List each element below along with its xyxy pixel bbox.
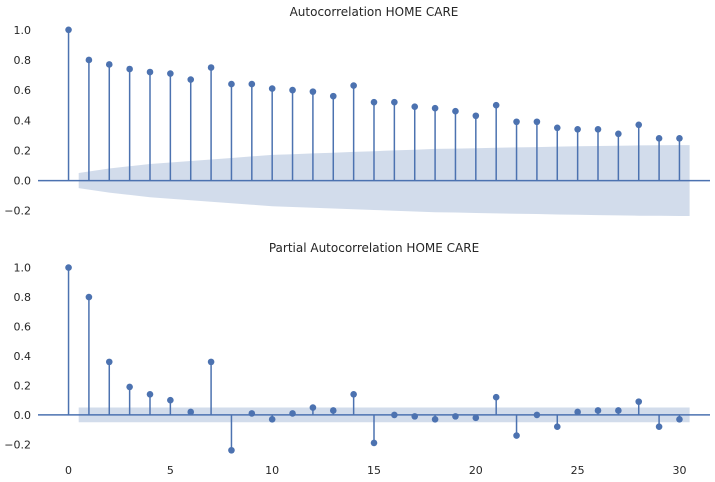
y-tick-label: 0.4 <box>14 350 32 363</box>
y-tick-label: 0.6 <box>14 321 32 334</box>
x-tick-label: 15 <box>367 464 381 477</box>
point-lag-11 <box>289 410 296 417</box>
acf-stems <box>65 26 683 181</box>
point-lag-21 <box>492 393 500 401</box>
point-lag-25 <box>574 126 581 133</box>
point-lag-24 <box>553 423 561 430</box>
point-lag-6 <box>187 76 195 83</box>
point-lag-6 <box>187 408 195 416</box>
point-lag-5 <box>167 396 174 404</box>
point-lag-7 <box>207 358 215 366</box>
point-lag-2 <box>105 61 113 68</box>
point-lag-24 <box>553 124 561 132</box>
point-lag-22 <box>513 118 520 126</box>
y-tick-label: 0.2 <box>14 144 32 157</box>
point-lag-8 <box>228 446 235 454</box>
point-lag-29 <box>655 135 663 142</box>
y-tick-label: 1.0 <box>14 24 32 37</box>
point-lag-23 <box>533 411 541 419</box>
point-lag-4 <box>146 68 154 76</box>
point-lag-20 <box>472 414 480 422</box>
point-lag-23 <box>533 118 541 126</box>
point-lag-15 <box>370 98 378 106</box>
pacf-x-tick-labels: 0 5 10 15 20 25 30 <box>65 464 686 477</box>
y-tick-label: −0.2 <box>4 438 31 451</box>
point-lag-18 <box>431 104 439 112</box>
point-lag-10 <box>268 416 276 423</box>
point-lag-9 <box>248 80 256 88</box>
point-lag-3 <box>126 383 133 391</box>
point-lag-14 <box>350 390 357 398</box>
point-lag-29 <box>655 423 663 430</box>
x-tick-label: 20 <box>469 464 483 477</box>
y-tick-label: 0.0 <box>14 175 32 188</box>
y-tick-label: −0.2 <box>4 205 31 218</box>
point-lag-3 <box>126 65 133 73</box>
point-lag-19 <box>452 413 459 420</box>
point-lag-27 <box>615 130 622 138</box>
y-tick-label: 0.6 <box>14 84 32 97</box>
point-lag-16 <box>391 411 398 419</box>
point-lag-15 <box>370 439 378 447</box>
point-lag-11 <box>289 86 296 94</box>
point-lag-16 <box>391 98 398 106</box>
point-lag-12 <box>309 404 317 411</box>
pacf-panel: Partial Autocorrelation HOME CARE 1.0 0.8… <box>4 241 710 477</box>
x-tick-label: 10 <box>265 464 279 477</box>
point-lag-22 <box>513 432 520 439</box>
point-lag-10 <box>268 85 276 92</box>
acf-title: Autocorrelation HOME CARE <box>290 5 459 19</box>
point-lag-1 <box>85 56 93 64</box>
x-tick-label: 30 <box>672 464 686 477</box>
x-tick-label: 25 <box>571 464 585 477</box>
point-lag-28 <box>635 121 643 129</box>
point-lag-19 <box>452 107 459 115</box>
point-lag-12 <box>309 88 317 95</box>
point-lag-9 <box>248 410 256 417</box>
point-lag-17 <box>411 103 419 110</box>
y-tick-label: 0.4 <box>14 114 32 127</box>
acf-y-tick-labels: 1.0 0.8 0.6 0.4 0.2 0.0 −0.2 <box>4 24 31 218</box>
point-lag-28 <box>635 398 643 405</box>
y-tick-label: 0.0 <box>14 409 32 422</box>
acf-panel: Autocorrelation HOME CARE 1.0 0.8 0.6 0.4 0.… <box>4 5 710 218</box>
pacf-title: Partial Autocorrelation HOME CARE <box>269 241 479 255</box>
point-lag-26 <box>594 407 602 414</box>
point-lag-0 <box>65 26 72 34</box>
point-lag-1 <box>85 293 93 301</box>
pacf-y-tick-labels: 1.0 0.8 0.6 0.4 0.2 0.0 −0.2 <box>4 262 31 452</box>
point-lag-13 <box>329 407 337 414</box>
y-tick-label: 0.8 <box>14 291 32 304</box>
point-lag-18 <box>431 416 439 423</box>
point-lag-21 <box>492 101 500 109</box>
y-tick-label: 1.0 <box>14 262 32 275</box>
point-lag-20 <box>472 112 480 120</box>
point-lag-14 <box>350 82 357 89</box>
point-lag-17 <box>411 413 419 420</box>
point-lag-30 <box>676 416 683 423</box>
y-tick-label: 0.2 <box>14 379 32 392</box>
x-tick-label: 0 <box>65 464 72 477</box>
x-tick-label: 5 <box>167 464 174 477</box>
point-lag-5 <box>167 70 174 77</box>
point-lag-26 <box>594 126 602 133</box>
point-lag-13 <box>329 92 337 100</box>
pacf-stems <box>65 264 683 454</box>
point-lag-4 <box>146 390 154 398</box>
y-tick-label: 0.8 <box>14 54 32 67</box>
point-lag-0 <box>65 264 72 271</box>
point-lag-25 <box>574 408 581 416</box>
point-lag-27 <box>615 407 622 414</box>
point-lag-8 <box>228 80 235 88</box>
point-lag-30 <box>676 135 683 142</box>
point-lag-2 <box>105 358 113 366</box>
point-lag-7 <box>207 64 215 71</box>
